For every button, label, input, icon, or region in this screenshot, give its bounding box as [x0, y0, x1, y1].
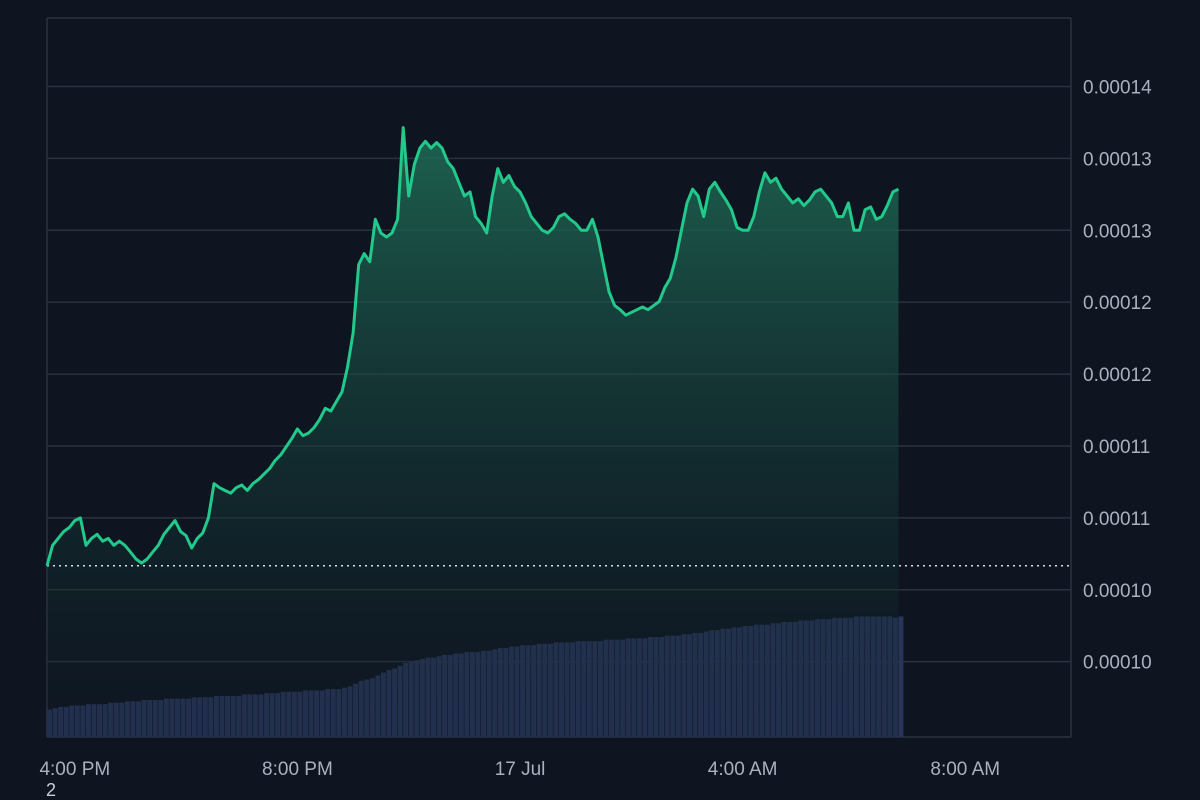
price-area [47, 127, 899, 738]
y-tick-label: 0.00013 [1083, 221, 1152, 242]
y-tick-label: 0.00011 [1083, 437, 1150, 458]
x-tick-label: 4:00 PM [39, 759, 110, 780]
y-tick-label: 0.00014 [1083, 77, 1152, 98]
y-axis-ticks: 0.00014 0.00013 0.00013 0.00012 0.00012 0.000… [1083, 77, 1152, 673]
y-tick-label: 0.00010 [1083, 653, 1152, 674]
y-tick-label: 0.00013 [1083, 149, 1152, 170]
x-tick-label: 17 Jul [495, 759, 546, 780]
x-tick-label: 8:00 PM [262, 759, 333, 780]
corner-label: 2 [46, 780, 57, 800]
price-line-layer [45, 126, 900, 567]
price-area-layer [47, 127, 899, 738]
volume-bar [898, 616, 904, 737]
y-tick-label: 0.00011 [1083, 509, 1150, 530]
price-line[interactable] [45, 126, 900, 567]
y-tick-label: 0.00012 [1083, 365, 1152, 386]
y-tick-label: 0.00010 [1083, 581, 1152, 602]
x-tick-label: 4:00 AM [708, 759, 778, 780]
x-tick-label: 8:00 AM [930, 759, 1000, 780]
x-axis-ticks: 4:00 PM 8:00 PM 17 Jul 4:00 AM 8:00 AM [39, 759, 1000, 780]
y-tick-label: 0.00012 [1083, 293, 1152, 314]
